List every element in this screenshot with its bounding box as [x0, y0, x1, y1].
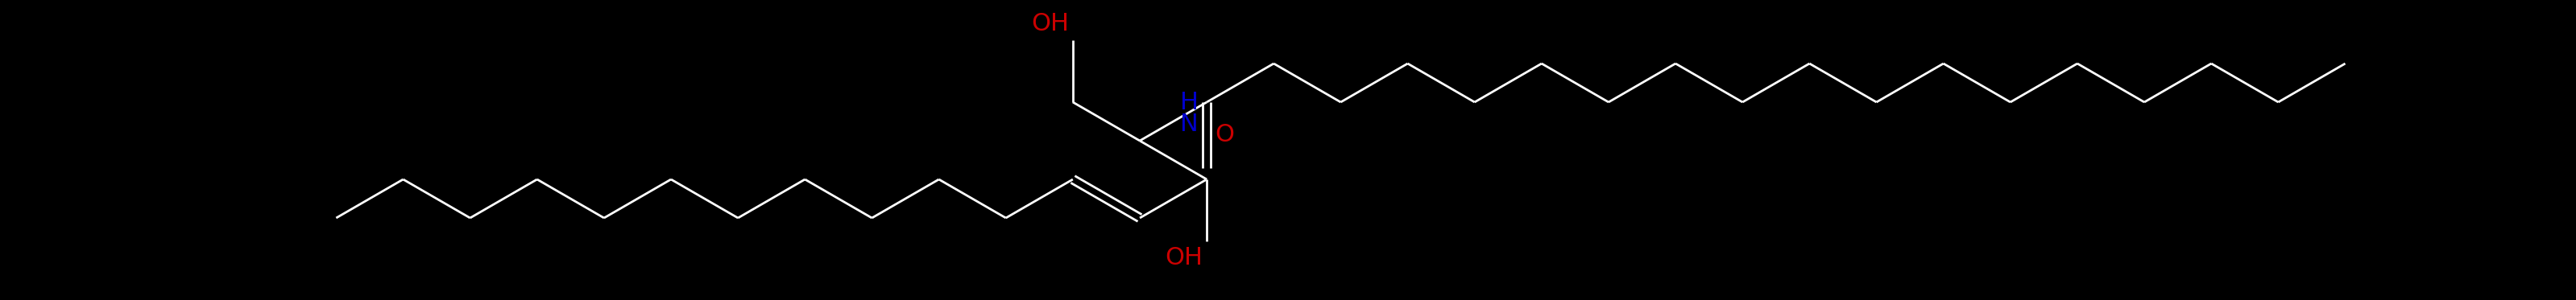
Text: H
N: H N [1180, 91, 1198, 136]
Text: OH: OH [1164, 246, 1203, 269]
Text: O: O [1216, 123, 1234, 147]
Text: OH: OH [1030, 12, 1069, 35]
